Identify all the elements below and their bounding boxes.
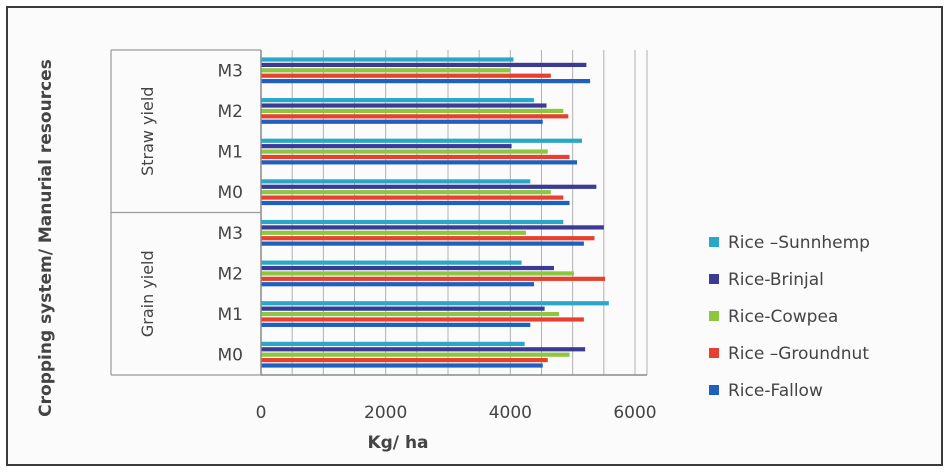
bars [261,57,609,368]
bar [261,271,574,276]
bar [261,311,559,317]
bar [261,144,512,149]
x-tick-label: 0 [256,403,267,423]
bar [261,306,545,311]
bar [261,322,531,327]
bar [261,230,526,235]
bar [261,363,543,368]
bar [261,98,535,103]
x-tick-labels: 0 2000 4000 6000 [256,403,657,423]
bar [261,138,583,143]
bar [261,352,570,357]
legend-label: Rice-Fallow [728,381,823,401]
bar [261,357,548,363]
bar [261,276,606,281]
bar [261,149,548,154]
legend-swatch [709,237,719,247]
bar [261,108,564,114]
bar [261,62,587,68]
legend-label: Rice-Cowpea [728,307,838,327]
category-label: M2 [218,102,243,122]
bar [261,190,551,195]
x-axis-title: Kg/ ha [367,433,428,453]
legend-swatch [709,348,719,358]
category-label: M3 [218,224,243,244]
group-label: Straw yield [138,87,157,176]
legend-swatch [709,385,719,395]
x-tick-label: 4000 [489,403,532,423]
legend-swatch [709,311,719,321]
legend-label: Rice –Sunnhemp [728,233,870,253]
bar [261,200,570,206]
bar [261,317,584,322]
bar [261,184,597,189]
bar [261,195,564,200]
bar [261,73,551,78]
bar [261,282,535,287]
category-label: M2 [218,264,243,284]
x-tick-label: 2000 [364,403,407,423]
category-label: M0 [218,346,243,366]
chart-frame: M3 M2 M1 M0 M3 M2 M1 M0 Straw yield Grain yield … [6,6,943,466]
bar [261,79,591,84]
bar [261,119,543,124]
bar [261,301,609,306]
bar [261,160,578,165]
category-label: M1 [218,143,243,163]
bar [261,265,554,271]
category-label: M0 [218,183,243,203]
category-label: M1 [218,305,243,325]
legend: Rice –Sunnhemp Rice-Brinjal Rice-Cowpea Ric… [709,233,870,401]
bar [261,225,604,230]
bar [261,341,525,346]
category-label: M3 [218,61,243,81]
bar [261,114,569,119]
bar [261,103,547,108]
bar [261,57,514,62]
bar [261,68,511,73]
bar [261,179,531,184]
legend-swatch [709,274,719,284]
bar [261,219,564,225]
y-axis-title: Cropping system/ Manurial resources [36,59,56,417]
bar [261,154,570,160]
group-labels: Straw yield Grain yield [110,49,261,376]
bar [261,236,595,241]
bar [261,241,584,246]
x-tick-label: 6000 [613,403,656,423]
bar [261,260,522,265]
group-label: Grain yield [138,250,157,337]
category-labels: M3 M2 M1 M0 M3 M2 M1 M0 [218,61,243,365]
bar [261,347,586,352]
legend-label: Rice –Groundnut [728,344,869,364]
legend-label: Rice-Brinjal [728,270,824,290]
